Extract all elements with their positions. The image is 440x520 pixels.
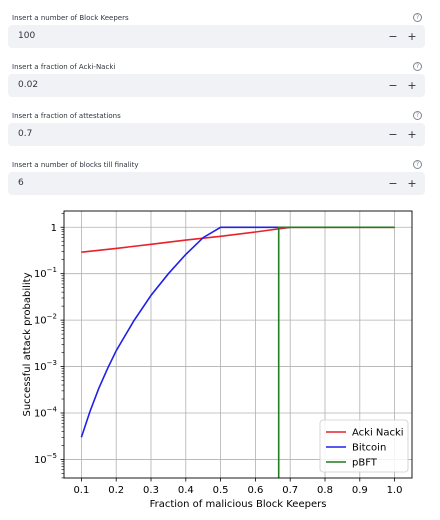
help-icon[interactable]: ? — [413, 13, 422, 22]
x-tick-label: 0.4 — [178, 485, 194, 496]
x-axis-label: Fraction of malicious Block Keepers — [150, 499, 327, 510]
y-tick-label-base: 10 — [34, 455, 47, 466]
number-input[interactable]: 0.7 − + — [8, 123, 425, 146]
y-tick-label-base: 10 — [34, 316, 47, 327]
x-tick-label: 0.5 — [213, 485, 229, 496]
y-tick-label: 10−5 — [34, 452, 57, 466]
attack-probability-chart: 0.1 0.2 0.3 0.4 0.5 0.6 0.7 0.8 0.9 1.0110−110−21… — [22, 210, 413, 510]
field-label: Insert a number of blocks till finality — [12, 161, 139, 169]
number-input[interactable]: 100 − + — [8, 25, 425, 48]
number-input-value[interactable]: 6 — [18, 178, 24, 188]
x-tick-label: 0.2 — [108, 485, 124, 496]
decrement-button[interactable]: − — [388, 177, 398, 190]
legend-entry: Bitcoin — [352, 443, 386, 454]
y-tick-label-exponent: −2 — [47, 313, 57, 321]
y-tick-label-base: 10 — [34, 408, 47, 419]
legend: Acki Nacki Bitcoin pBFT — [319, 419, 409, 473]
increment-button[interactable]: + — [407, 79, 417, 92]
x-tick-label: 0.7 — [282, 485, 298, 496]
series-line-pbft — [277, 226, 395, 478]
number-input-value[interactable]: 0.02 — [18, 80, 39, 90]
y-tick-label-exponent: −4 — [47, 405, 58, 413]
decrement-button[interactable]: − — [388, 128, 398, 141]
x-tick-label: 0.3 — [143, 485, 159, 496]
increment-button[interactable]: + — [407, 177, 417, 190]
x-tick-label: 0.8 — [317, 485, 333, 496]
x-tick-label: 1.0 — [387, 485, 403, 496]
y-tick-label: 1 — [51, 223, 57, 234]
y-tick-label: 10−2 — [34, 313, 57, 327]
number-input-value[interactable]: 100 — [18, 31, 36, 41]
field-label: Insert a fraction of Acki-Nacki — [12, 63, 116, 71]
field-label: Insert a fraction of attestations — [12, 112, 121, 120]
help-icon[interactable]: ? — [413, 111, 422, 120]
y-tick-label-exponent: −1 — [47, 266, 57, 274]
series-line-acki-nacki — [81, 226, 395, 253]
legend-entry: Acki Nacki — [352, 428, 404, 439]
y-tick-label: 10−4 — [34, 405, 58, 419]
y-tick-label: 10−1 — [34, 266, 57, 280]
decrement-button[interactable]: − — [388, 30, 398, 43]
y-tick-label-exponent: −3 — [47, 359, 57, 367]
y-tick-label-base: 1 — [51, 223, 57, 234]
help-icon[interactable]: ? — [413, 62, 422, 71]
x-tick-label: 0.9 — [352, 485, 368, 496]
series-line-bitcoin — [80, 226, 291, 438]
y-axis-label: Successful attack probability — [22, 272, 33, 416]
y-tick-label-base: 10 — [34, 362, 47, 373]
number-input-value[interactable]: 0.7 — [18, 129, 33, 139]
x-tick-label: 0.1 — [73, 485, 89, 496]
decrement-button[interactable]: − — [388, 79, 398, 92]
y-tick-label-base: 10 — [34, 269, 47, 280]
legend-box — [319, 419, 409, 473]
plot-frame — [63, 210, 413, 479]
y-tick-label-exponent: −5 — [47, 452, 57, 460]
x-tick-label: 0.6 — [247, 485, 263, 496]
number-input[interactable]: 0.02 − + — [8, 74, 425, 97]
help-icon[interactable]: ? — [413, 160, 422, 169]
number-input[interactable]: 6 − + — [8, 172, 425, 195]
field-label: Insert a number of Block Keepers — [12, 14, 129, 22]
y-tick-label: 10−3 — [34, 359, 57, 373]
legend-entry: pBFT — [352, 458, 378, 469]
increment-button[interactable]: + — [407, 128, 417, 141]
increment-button[interactable]: + — [407, 30, 417, 43]
